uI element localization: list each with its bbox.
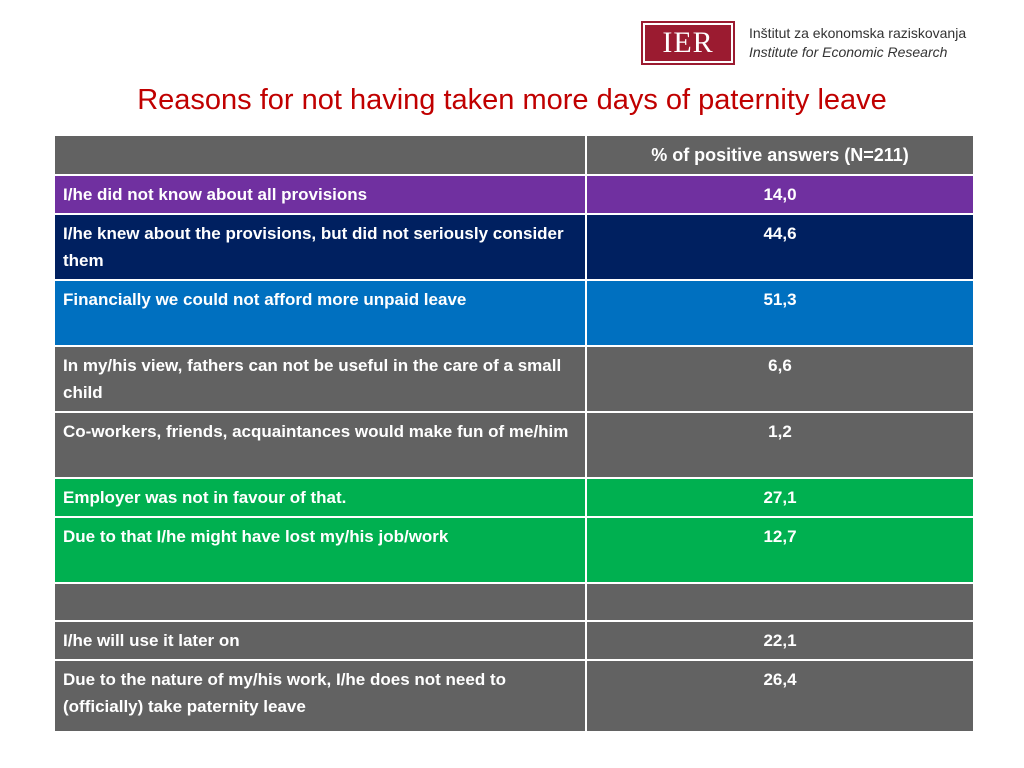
table-row: Co-workers, friends, acquaintances would… bbox=[53, 411, 975, 479]
header-cell-reason bbox=[53, 134, 587, 176]
reasons-table: % of positive answers (N=211) I/he did n… bbox=[53, 134, 975, 733]
ier-logo: IER Inštitut za ekonomska raziskovanja I… bbox=[641, 21, 966, 65]
reason-cell: Financially we could not afford more unp… bbox=[53, 279, 587, 347]
table-row: Financially we could not afford more unp… bbox=[53, 279, 975, 347]
reason-cell: I/he did not know about all provisions bbox=[53, 174, 587, 215]
value-cell: 51,3 bbox=[585, 279, 975, 347]
value-cell: 44,6 bbox=[585, 213, 975, 281]
slide-title: Reasons for not having taken more days o… bbox=[137, 84, 887, 116]
reason-cell: Due to the nature of my/his work, I/he d… bbox=[53, 659, 587, 733]
value-cell: 12,7 bbox=[585, 516, 975, 584]
logo-text: Inštitut za ekonomska raziskovanja Insti… bbox=[749, 24, 966, 62]
table-row: Due to the nature of my/his work, I/he d… bbox=[53, 659, 975, 733]
reason-cell bbox=[53, 582, 587, 622]
reason-cell: I/he knew about the provisions, but did … bbox=[53, 213, 587, 281]
reason-cell: Co-workers, friends, acquaintances would… bbox=[53, 411, 587, 479]
table-row: I/he knew about the provisions, but did … bbox=[53, 213, 975, 281]
value-cell: 6,6 bbox=[585, 345, 975, 413]
header-cell-percent: % of positive answers (N=211) bbox=[585, 134, 975, 176]
logo-line-english: Institute for Economic Research bbox=[749, 44, 948, 60]
value-cell bbox=[585, 582, 975, 622]
logo-mark: IER bbox=[641, 21, 735, 65]
table-row: I/he will use it later on 22,1 bbox=[53, 620, 975, 661]
table-row: I/he did not know about all provisions 1… bbox=[53, 174, 975, 215]
logo-line-slovene: Inštitut za ekonomska raziskovanja bbox=[749, 25, 967, 41]
table-row: Employer was not in favour of that. 27,1 bbox=[53, 477, 975, 518]
value-cell: 22,1 bbox=[585, 620, 975, 661]
value-cell: 27,1 bbox=[585, 477, 975, 518]
reason-cell: I/he will use it later on bbox=[53, 620, 587, 661]
reason-cell: Employer was not in favour of that. bbox=[53, 477, 587, 518]
reason-cell: Due to that I/he might have lost my/his … bbox=[53, 516, 587, 584]
value-cell: 14,0 bbox=[585, 174, 975, 215]
logo-abbr: IER bbox=[645, 25, 731, 61]
table-row bbox=[53, 582, 975, 622]
value-cell: 1,2 bbox=[585, 411, 975, 479]
table-row: Due to that I/he might have lost my/his … bbox=[53, 516, 975, 584]
value-cell: 26,4 bbox=[585, 659, 975, 733]
reason-cell: In my/his view, fathers can not be usefu… bbox=[53, 345, 587, 413]
table-row: In my/his view, fathers can not be usefu… bbox=[53, 345, 975, 413]
